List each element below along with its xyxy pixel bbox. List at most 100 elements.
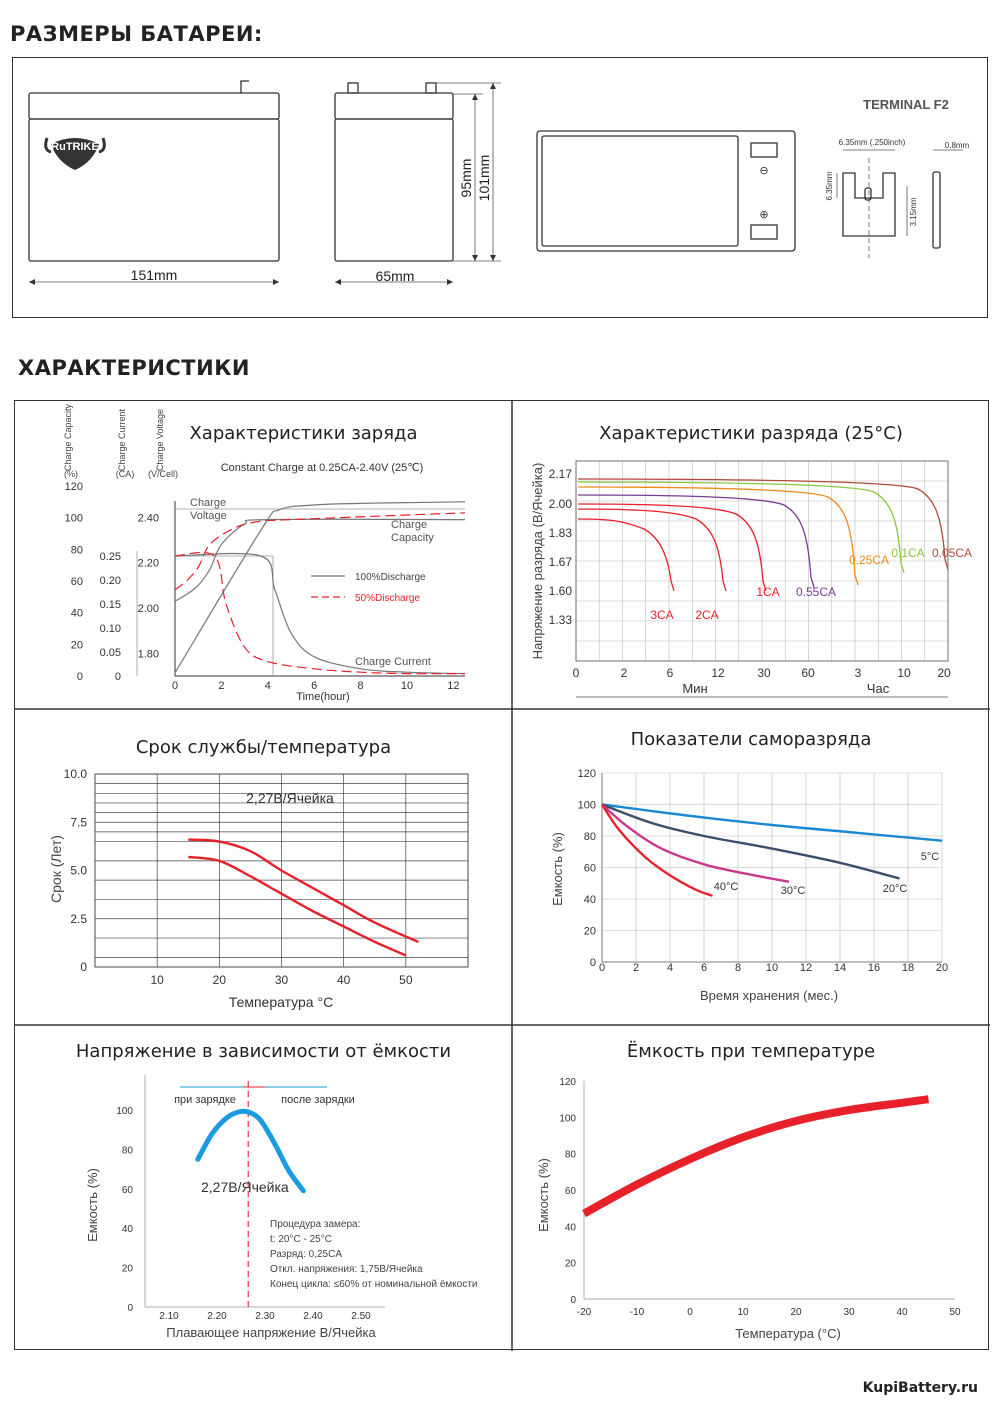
life-x-tick: 40	[337, 973, 351, 987]
temp-chart-title: Ёмкость при температуре	[626, 1041, 876, 1062]
life-y-tick: 5.0	[70, 864, 87, 878]
life-y-tick: 0	[80, 960, 87, 974]
voltage-y-tick: 0	[127, 1303, 133, 1314]
temp-y-tick: 0	[570, 1295, 576, 1306]
voltage-label-charging: при зарядке	[174, 1094, 236, 1106]
height-label: 95mm	[458, 159, 474, 198]
selfdischarge-chart-title: Показатели саморазряда	[630, 729, 872, 750]
discharge-x-tick: 6	[667, 666, 674, 680]
temp-curve	[582, 1095, 930, 1218]
selfdischarge-chart: 0 20 40 60 80 100 120 0 2 4 6 8 10 12 14 16 18 20 Время хр…	[550, 768, 948, 1003]
temp-y-label: Емкость (%)	[536, 1158, 551, 1232]
self-curve-40°C	[600, 803, 713, 897]
charge-capacity-tick: 60	[71, 576, 83, 588]
life-curve-upper	[188, 838, 419, 943]
temp-y-tick: 80	[565, 1150, 577, 1161]
life-y-tick: 2.5	[70, 912, 87, 926]
self-curve-30°C	[601, 803, 790, 883]
self-y-tick: 60	[584, 863, 596, 875]
self-x-tick: 4	[667, 962, 673, 974]
temp-y-tick: 40	[565, 1222, 577, 1233]
life-frame	[94, 773, 469, 968]
discharge-x-tick: 0	[573, 666, 580, 680]
self-x-tick: 10	[766, 962, 778, 974]
voltage-y-tick: 60	[122, 1185, 134, 1196]
temp-x-tick: 40	[896, 1307, 908, 1318]
self-x-tick: 16	[868, 962, 880, 974]
temp-x-tick: -20	[577, 1307, 592, 1318]
voltage-y-tick: 80	[122, 1145, 134, 1156]
characteristics-title: ХАРАКТЕРИСТИКИ	[18, 356, 250, 380]
discharge-x-tick: 3	[855, 666, 862, 680]
temp-x-tick: 0	[687, 1307, 693, 1318]
discharge-frame	[575, 460, 949, 662]
charge-annotation-current: Charge Current	[355, 656, 431, 668]
life-curve-lower	[188, 855, 407, 957]
voltage-x-tick: 2.40	[303, 1311, 323, 1322]
brand-logo: RuTRIKE	[44, 137, 106, 170]
dimensions-panel: RuTRIKE 151mm 65mm 95mm 101mm ⊖ ⊕ TERMIN…	[12, 57, 988, 318]
self-x-tick: 14	[834, 962, 846, 974]
discharge-y-tick: 1.33	[549, 613, 573, 627]
footer-site: KupiBattery.ru	[862, 1380, 978, 1396]
voltage-chart-title: Напряжение в зависимости от ёмкости	[75, 1041, 452, 1062]
charge-current-tick: 0.25	[100, 551, 121, 563]
self-label-5°C: 5°C	[921, 851, 940, 863]
temp-x-tick: 20	[790, 1307, 802, 1318]
self-label-20°C: 20°C	[883, 883, 908, 895]
life-chart: 0 2.5 5.0 7.5 10.0 10 20 30 40 50 Температура °C Ср…	[48, 767, 469, 1010]
discharge-y-tick: 2.17	[549, 467, 573, 481]
charge-voltage-tick: 1.80	[138, 648, 159, 660]
charge-capacity-tick: 120	[65, 481, 83, 493]
charge-annotation-capacity-1: Charge	[391, 519, 427, 531]
discharge-label-2CA: 2CA	[695, 608, 718, 622]
charge-annotation-voltage-2: Voltage	[190, 510, 227, 522]
discharge-unit-min: Мин	[682, 681, 707, 696]
discharge-curve-2CA	[577, 508, 727, 592]
discharge-curve-3CA	[577, 518, 675, 592]
voltage-label-after: после зарядки	[281, 1094, 355, 1106]
life-y-tick: 10.0	[64, 767, 88, 781]
temp-y-tick: 20	[565, 1259, 577, 1270]
charge-voltage-50-line	[174, 512, 466, 591]
discharge-y-label: Напряжение разряда (В/Ячейка)	[530, 463, 545, 660]
discharge-x-tick: 20	[937, 666, 951, 680]
discharge-curve-0.25CA	[577, 486, 859, 586]
charge-x-label: Time(hour)	[296, 691, 349, 703]
self-y-tick: 40	[584, 894, 596, 906]
temp-y-tick: 100	[559, 1113, 576, 1124]
discharge-chart-title: Характеристики разряда (25°C)	[599, 423, 903, 444]
voltage-y-tick: 20	[122, 1264, 134, 1275]
voltage-note: Откл. напряжения: 1,75В/Ячейка	[270, 1264, 423, 1275]
charge-annotation-capacity-2: Capacity	[391, 532, 434, 544]
life-y-tick: 7.5	[70, 815, 87, 829]
self-curve-20°C	[601, 803, 900, 880]
total-height-label: 101mm	[476, 155, 492, 202]
grid-dividers	[15, 401, 990, 1351]
charge-voltage-tick: 2.00	[138, 603, 159, 615]
terminal-title: TERMINAL F2	[863, 97, 949, 112]
voltage-x-tick: 2.10	[159, 1311, 179, 1322]
discharge-chart: 1.33 1.60 1.67 1.83 2.00 2.17 0 2 6 12 30 60 3 10 20 На…	[530, 460, 972, 698]
voltage-curve	[195, 1108, 306, 1194]
voltage-x-tick: 2.20	[207, 1311, 227, 1322]
life-x-tick: 10	[150, 973, 164, 987]
temp-x-tick: 10	[737, 1307, 749, 1318]
self-x-tick: 12	[800, 962, 812, 974]
temp-x-tick: -10	[630, 1307, 645, 1318]
discharge-y-tick: 2.00	[549, 497, 573, 511]
self-x-tick: 6	[701, 962, 707, 974]
discharge-x-tick: 30	[757, 666, 771, 680]
voltage-y-tick: 100	[116, 1106, 133, 1117]
voltage-annotation: 2,27В/Ячейка	[201, 1179, 289, 1195]
charge-capacity-tick: 100	[65, 513, 83, 525]
self-x-tick: 0	[599, 962, 605, 974]
charge-axis-header: Charge Current	[117, 408, 127, 471]
life-chart-title: Срок службы/температура	[135, 737, 392, 758]
temp-y-tick: 120	[559, 1077, 576, 1088]
characteristics-grid: Характеристики заряда Charge Capacity (%)…	[14, 400, 990, 1351]
voltage-y-label: Емкость (%)	[85, 1168, 100, 1242]
voltage-note: Конец цикла: ≤60% от номинальной ёмкости	[270, 1279, 478, 1290]
voltage-note: Процедура замера:	[270, 1219, 360, 1230]
discharge-x-tick: 10	[897, 666, 911, 680]
